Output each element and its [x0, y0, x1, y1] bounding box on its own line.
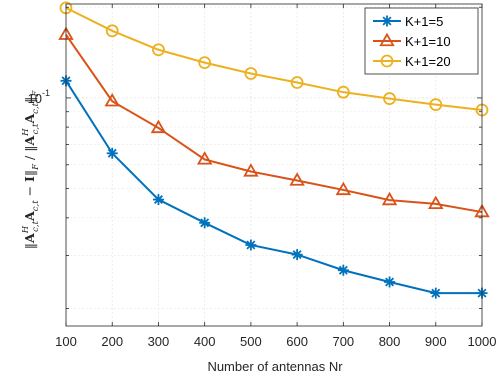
- data-point: [383, 92, 396, 105]
- data-point: [152, 43, 165, 57]
- legend-marker: [379, 32, 395, 47]
- legend-label: K+1=5: [405, 14, 443, 29]
- y-tick-label: 10: [28, 91, 42, 106]
- plot-series: [58, 1, 490, 299]
- x-tick-label: 300: [148, 334, 170, 349]
- x-tick-label: 500: [240, 334, 262, 349]
- data-point: [291, 249, 303, 261]
- data-point: [106, 147, 118, 159]
- data-point: [196, 151, 213, 165]
- data-point: [245, 239, 257, 251]
- data-point: [430, 287, 442, 299]
- legend: K+1=5 K+1=10 K+1=20: [364, 7, 479, 75]
- series-line: [65, 6, 483, 111]
- data-point: [429, 98, 443, 112]
- data-point: [337, 264, 349, 276]
- series-line: [65, 80, 482, 295]
- legend-label: K+1=20: [405, 54, 451, 69]
- x-tick-label: 600: [286, 334, 308, 349]
- data-point: [336, 85, 350, 99]
- data-point: [290, 76, 304, 89]
- y-tick-exponent: -1: [42, 88, 50, 98]
- data-point: [289, 172, 305, 186]
- data-point: [384, 276, 396, 288]
- data-point: [428, 195, 444, 210]
- data-point: [105, 24, 119, 38]
- x-tick-label: 200: [101, 334, 123, 349]
- data-point: [199, 217, 211, 229]
- x-tick-label: 900: [425, 334, 447, 349]
- x-axis-label: Number of antennas Nr: [207, 359, 343, 374]
- data-point: [152, 194, 164, 206]
- axes: [65, 3, 483, 327]
- data-point: [335, 181, 352, 196]
- data-point: [198, 56, 212, 69]
- legend-item: K+1=10: [373, 32, 451, 49]
- x-tick-label: 100: [55, 334, 77, 349]
- data-point: [243, 163, 259, 177]
- legend-marker: [381, 15, 393, 27]
- series-line: [65, 34, 483, 214]
- data-point: [150, 119, 167, 134]
- tick-labels: 100 200 300 400 500 600 700 800 900 1000 10 -1: [28, 88, 496, 349]
- legend-marker: [380, 54, 394, 68]
- legend-item: K+1=5: [373, 14, 443, 29]
- x-tick-label: 1000: [468, 334, 496, 349]
- data-point: [381, 191, 398, 206]
- svg-text:‖AHc,tAc,t − I‖F / ‖AHc,tAc,t‖: ‖AHc,tAc,t − I‖F / ‖AHc,tAc,t‖F: [21, 90, 41, 250]
- legend-item: K+1=20: [373, 54, 451, 69]
- x-tick-label: 400: [194, 334, 216, 349]
- x-tick-label: 700: [332, 334, 354, 349]
- x-tick-label: 800: [379, 334, 401, 349]
- data-point: [244, 67, 258, 80]
- data-point: [104, 92, 120, 107]
- legend-label: K+1=10: [405, 34, 451, 49]
- y-axis-label: ‖AHc,tAc,t − I‖F / ‖AHc,tAc,t‖F: [21, 90, 41, 250]
